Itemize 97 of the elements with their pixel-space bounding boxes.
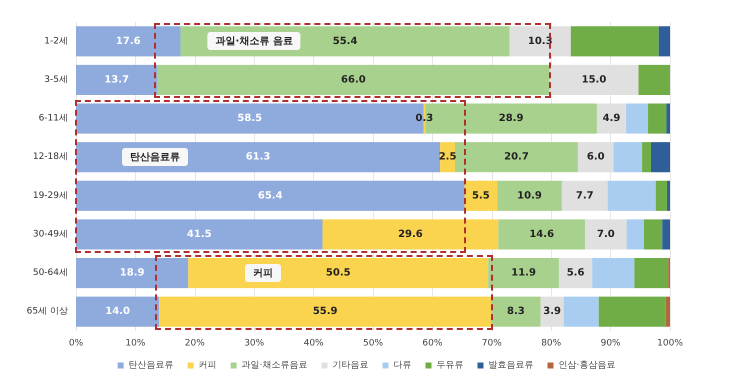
bar: [562, 180, 608, 211]
data-label: 29.6: [398, 228, 423, 240]
bar: [662, 219, 670, 250]
bar: [608, 180, 656, 211]
bar: [638, 64, 670, 95]
data-label: 66.0: [341, 74, 366, 86]
legend-label: 두유류: [436, 360, 464, 370]
bar: [666, 104, 670, 134]
x-tick-label: 80%: [541, 338, 562, 348]
bar: [454, 142, 578, 172]
legend-label: 다류: [394, 360, 412, 370]
bar: [76, 142, 440, 172]
data-label: 58.5: [237, 113, 262, 124]
data-label: 55.9: [312, 306, 338, 318]
bar: [650, 142, 670, 172]
bar: [598, 296, 666, 327]
data-label: 55.4: [332, 36, 358, 47]
y-tick-label: 1-2세: [44, 36, 68, 46]
bar: [564, 296, 599, 327]
data-label: 15.0: [582, 74, 606, 86]
data-label: 8.3: [507, 306, 525, 318]
annotation: 과일·채소류 음료: [208, 32, 301, 50]
x-tick-label: 50%: [362, 338, 384, 348]
legend-label: 발효음료류: [488, 360, 534, 370]
bar: [464, 180, 498, 211]
bar: [76, 180, 464, 211]
bar: [667, 180, 670, 211]
x-tick-label: 10%: [125, 338, 146, 348]
bar: [157, 64, 550, 95]
data-label: 50.5: [326, 268, 351, 279]
bar: [76, 296, 160, 327]
bar: [498, 219, 586, 250]
bar: [188, 258, 488, 288]
legend-label: 탄산음료류: [128, 360, 174, 370]
bar: [76, 26, 181, 56]
legend-label: 인삼·홍삼음료: [558, 360, 616, 370]
annotation: 커피: [245, 264, 282, 282]
data-label: 0.3: [416, 113, 434, 124]
bar: [644, 219, 662, 250]
legend-label: 과일·채소류음료: [242, 360, 308, 370]
bar: [76, 219, 323, 250]
bar: [491, 296, 541, 327]
data-label: 7.0: [596, 228, 615, 240]
bar: [570, 26, 659, 56]
data-label: 65.4: [258, 190, 283, 202]
bar: [642, 142, 651, 172]
bar: [656, 180, 668, 211]
y-tick-label: 6-11세: [38, 114, 68, 124]
data-label: 5.5: [472, 190, 490, 202]
bar: [592, 258, 634, 288]
data-label: 3.9: [543, 306, 561, 318]
legend-label: 기타음료: [332, 360, 368, 370]
data-label: 17.6: [116, 36, 141, 47]
data-label: 11.9: [511, 268, 536, 279]
x-tick-label: 20%: [184, 338, 206, 348]
y-tick-label: 19-29세: [32, 190, 68, 201]
data-label: 20.7: [504, 152, 529, 163]
bar: [614, 142, 642, 172]
annotation: 탄산음료류: [122, 148, 188, 166]
bar: [558, 258, 592, 288]
x-tick-label: 90%: [600, 338, 622, 348]
y-tick-label: 30-49세: [32, 229, 68, 240]
data-label: 41.5: [186, 228, 212, 240]
y-tick-label: 12-18세: [32, 152, 68, 162]
data-label: 28.9: [498, 113, 524, 124]
bar: [488, 258, 559, 288]
bar: [626, 219, 644, 250]
data-label: 18.9: [120, 268, 145, 279]
bar: [648, 104, 666, 134]
data-label: 14.6: [529, 228, 554, 240]
x-tick-label: 40%: [304, 338, 324, 348]
x-tick-label: 70%: [482, 338, 502, 348]
data-label: 7.7: [576, 190, 594, 202]
x-tick-label: 0%: [68, 338, 84, 348]
y-tick-label: 3-5세: [44, 74, 68, 85]
y-tick-label: 50-64세: [32, 268, 68, 278]
bar: [76, 258, 188, 288]
bar: [159, 296, 492, 327]
data-label: 10.9: [517, 190, 542, 202]
data-label: 6.0: [586, 152, 605, 163]
bar: [76, 64, 158, 95]
bar: [322, 219, 498, 250]
legend-label: 커피: [198, 360, 217, 370]
bar: [658, 26, 670, 56]
bar: [634, 258, 668, 288]
x-tick-label: 100%: [657, 338, 684, 348]
data-label: 14.0: [105, 306, 130, 318]
data-label: 13.7: [104, 74, 130, 86]
data-label: 4.9: [602, 113, 620, 124]
x-tick-label: 30%: [244, 338, 265, 348]
x-tick-label: 60%: [422, 338, 443, 348]
bar: [666, 296, 670, 327]
bar: [497, 180, 562, 211]
data-label: 5.6: [566, 268, 584, 279]
data-label: 61.3: [246, 152, 270, 163]
bar: [626, 104, 648, 134]
y-tick-label: 65세 이상: [26, 306, 68, 317]
